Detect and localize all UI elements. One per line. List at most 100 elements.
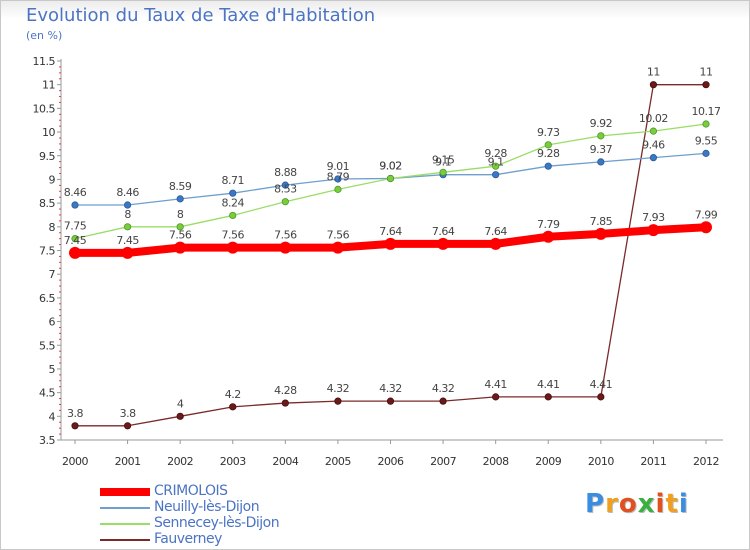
data-point	[386, 174, 395, 183]
data-label: 7.99	[695, 208, 718, 221]
y-tick-label: 7	[49, 268, 56, 281]
x-tick-label: 2005	[325, 455, 351, 468]
data-label: 9.37	[590, 143, 613, 156]
data-point	[700, 221, 712, 234]
data-label: 9.92	[590, 117, 613, 130]
data-point	[331, 241, 344, 254]
data-point	[123, 223, 132, 231]
data-point	[594, 227, 607, 240]
data-label: 10.02	[639, 112, 668, 125]
data-label: 9.55	[695, 134, 718, 147]
data-label: 7.56	[169, 229, 192, 242]
y-tick-label: 3.5	[39, 434, 55, 447]
y-tick-label: 8	[49, 221, 56, 234]
series-line-3	[74, 84, 707, 427]
legend-label: Sennecey-lès-Dijon	[154, 515, 280, 531]
data-point	[334, 185, 342, 193]
data-point	[229, 403, 237, 411]
data-point	[544, 141, 552, 149]
legend-label: Neuilly-lès-Dijon	[154, 499, 260, 515]
data-point	[334, 397, 342, 405]
logo-letter: P	[585, 489, 606, 519]
data-point	[71, 422, 79, 430]
x-tick-label: 2006	[378, 455, 404, 468]
data-label: 8.79	[327, 170, 350, 183]
logo-letter: i	[678, 489, 689, 519]
data-point	[702, 81, 710, 89]
data-point	[492, 171, 500, 179]
x-tick-label: 2003	[220, 455, 246, 468]
x-tick-label: 2002	[167, 455, 193, 468]
x-tick-label: 2009	[535, 455, 561, 468]
data-point	[544, 393, 552, 401]
data-label: 7.64	[432, 225, 455, 238]
data-point	[176, 412, 184, 420]
y-tick-label: 4.5	[39, 387, 55, 400]
y-tick-label: 6	[49, 316, 56, 329]
data-point	[71, 235, 79, 243]
data-label: 4.32	[432, 382, 455, 395]
data-point	[647, 224, 660, 237]
data-label: 9.15	[432, 153, 455, 166]
legend-label: CRIMOLOIS	[154, 483, 228, 499]
data-label: 9.28	[484, 147, 507, 160]
data-label: 9.73	[537, 126, 560, 139]
data-label: 7.56	[327, 229, 350, 242]
logo-letter: o	[618, 489, 638, 519]
data-label: 8.59	[169, 180, 192, 193]
data-label: 4.28	[274, 384, 297, 397]
data-point	[121, 246, 134, 259]
data-point	[71, 201, 79, 209]
y-tick-label: 9.5	[39, 150, 55, 163]
data-point	[281, 399, 289, 407]
data-label: 4	[177, 397, 184, 410]
data-label: 11	[700, 66, 713, 79]
data-point	[384, 237, 397, 250]
data-point	[437, 237, 450, 250]
x-tick-label: 2007	[430, 455, 456, 468]
y-tick-label: 9	[49, 173, 56, 186]
data-label: 8	[177, 208, 184, 221]
legend-swatch	[100, 488, 150, 496]
data-point	[279, 241, 292, 254]
logo-letter: t	[665, 489, 679, 519]
legend-swatch	[100, 539, 150, 541]
data-label: 7.56	[274, 229, 297, 242]
data-label: 4.41	[484, 378, 507, 391]
x-tick-label: 2001	[115, 455, 141, 468]
data-label: 9.02	[379, 159, 402, 172]
data-point	[542, 230, 555, 243]
data-label: 7.79	[537, 218, 560, 231]
data-label: 7.85	[590, 215, 613, 228]
data-point	[649, 127, 658, 135]
logo-letter: i	[655, 489, 666, 519]
x-tick-label: 2011	[640, 455, 666, 468]
data-label: 9.01	[327, 160, 350, 173]
data-label: 8.24	[222, 196, 245, 209]
data-label: 7.93	[642, 211, 665, 224]
logo-letter: x	[637, 489, 656, 519]
data-point	[489, 237, 502, 250]
data-label: 7.56	[222, 229, 245, 242]
data-label: 8.46	[116, 186, 139, 199]
chart-title: Evolution du Taux de Taxe d'Habitation	[26, 5, 376, 26]
data-label: 7.64	[379, 225, 402, 238]
data-point	[176, 195, 184, 203]
data-label: 11	[647, 66, 660, 79]
y-tick-label: 10	[42, 126, 55, 139]
y-tick-label: 11	[42, 79, 55, 92]
data-point	[334, 175, 342, 183]
data-point	[439, 397, 447, 405]
data-point	[123, 201, 132, 209]
data-point	[649, 154, 658, 162]
x-tick-label: 2010	[588, 455, 614, 468]
data-label: 4.41	[590, 378, 613, 391]
x-tick-label: 2012	[693, 455, 719, 468]
chart-subtitle: (en %)	[26, 29, 63, 42]
data-point	[597, 158, 605, 166]
data-point	[226, 241, 239, 254]
legend-swatch	[100, 507, 150, 509]
data-label: 4.2	[225, 388, 241, 401]
data-point	[174, 241, 187, 254]
